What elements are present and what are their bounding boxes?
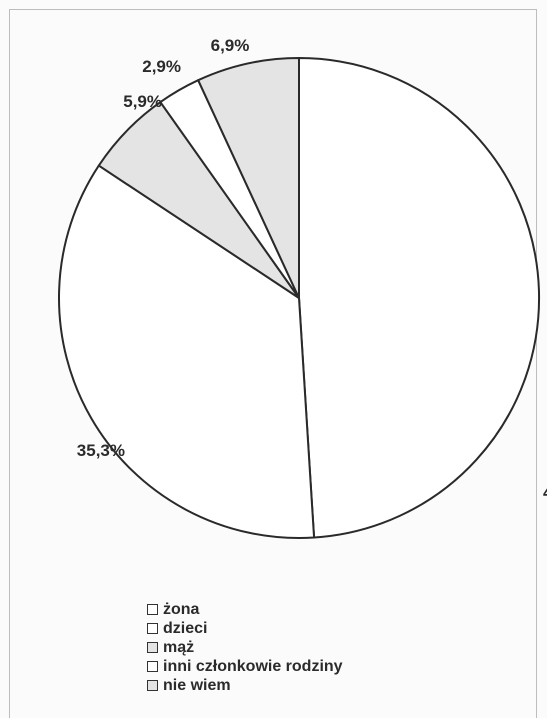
data-label-5: 6,9%	[211, 36, 250, 55]
legend-swatch-1	[147, 604, 158, 615]
legend-item-1: żona	[147, 600, 343, 619]
legend-item-3: mąż	[147, 638, 343, 657]
legend-label-5: nie wiem	[163, 677, 231, 694]
legend-swatch-5	[147, 680, 158, 691]
pie-slice-5	[197, 57, 300, 299]
legend-item-2: dzieci	[147, 619, 343, 638]
pie-slices	[57, 57, 541, 539]
legend-item-5: nie wiem	[147, 676, 343, 695]
legend-label-4: inni członkowie rodziny	[163, 658, 343, 675]
pie-data-labels: 49,0% 35,3% 5,9% 2,9% 6,9%	[77, 36, 547, 502]
data-label-4: 2,9%	[142, 57, 181, 76]
legend-label-1: żona	[163, 601, 200, 618]
chart-frame	[9, 9, 537, 718]
legend-label-2: dzieci	[163, 620, 208, 637]
legend-item-4: inni członkowie rodziny	[147, 657, 343, 676]
data-label-3: 5,9%	[123, 92, 162, 111]
legend-label-3: mąż	[163, 639, 195, 656]
legend: żona dzieci mąż inni członkowie rodziny nie …	[147, 600, 343, 695]
pie-slice-2	[57, 164, 316, 539]
data-label-2: 35,3%	[77, 441, 125, 460]
data-label-1: 49,0%	[543, 483, 547, 502]
pie-slice-1	[298, 57, 541, 539]
legend-swatch-3	[147, 642, 158, 653]
legend-swatch-4	[147, 661, 158, 672]
legend-swatch-2	[147, 623, 158, 634]
